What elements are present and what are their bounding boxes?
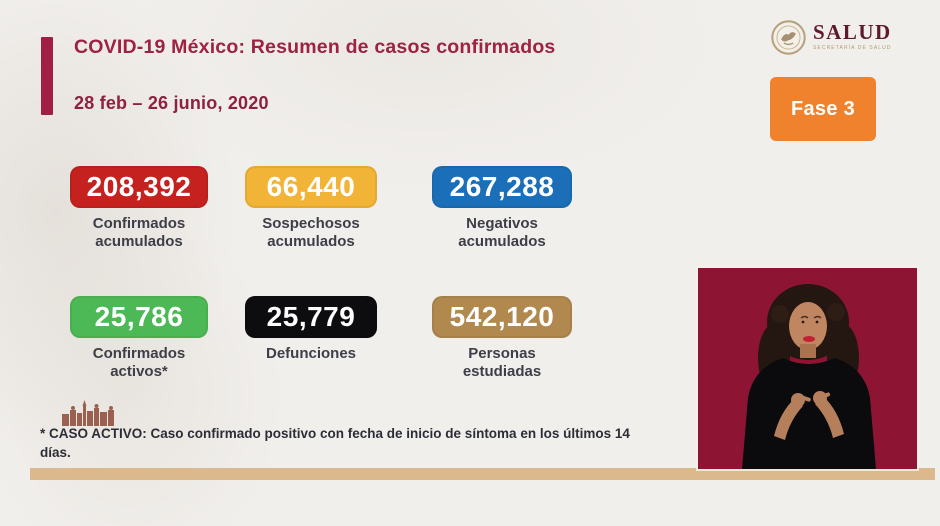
stat-label: Negativos acumulados (458, 215, 546, 251)
logo-subtitle: SECRETARÍA DE SALUD (813, 45, 892, 51)
sign-language-interpreter (698, 268, 917, 469)
stat-value: 25,779 (245, 296, 377, 338)
date-range: 28 feb – 26 junio, 2020 (74, 93, 269, 113)
stat-value: 267,288 (432, 166, 572, 208)
title-accent-bar (41, 37, 53, 115)
stat-label: Confirmados activos* (92, 345, 186, 381)
stat-confirmados-acumulados: 208,392 Confirmados acumulados (70, 166, 208, 252)
bottom-divider-bar (30, 468, 935, 480)
stat-label: Defunciones (265, 345, 356, 362)
cathedral-skyline-icon (60, 398, 118, 426)
phase-badge: Fase 3 (770, 77, 876, 141)
government-seal-icon (770, 19, 807, 56)
footnote: * CASO ACTIVO: Caso confirmado positivo … (40, 426, 630, 460)
stat-value: 208,392 (70, 166, 208, 208)
logo-name: SALUD (813, 20, 892, 44)
salud-logo: SALUD SECRETARÍA DE SALUD (770, 19, 892, 56)
stat-value: 25,786 (70, 296, 208, 338)
stat-value: 66,440 (245, 166, 377, 208)
stat-negativos-acumulados: 267,288 Negativos acumulados (432, 166, 572, 252)
stat-confirmados-activos: 25,786 Confirmados activos* (70, 296, 208, 382)
stat-personas-estudiadas: 542,120 Personas estudiadas (432, 296, 572, 382)
stat-label: Personas estudiadas (462, 345, 542, 381)
stat-value: 542,120 (432, 296, 572, 338)
stat-defunciones: 25,779 Defunciones (245, 296, 377, 363)
stat-label: Confirmados acumulados (92, 215, 186, 251)
stat-label: Sospechosos acumulados (262, 215, 360, 251)
sign-language-interpreter-video (696, 266, 919, 471)
stat-sospechosos-acumulados: 66,440 Sospechosos acumulados (245, 166, 377, 252)
page-title: COVID-19 México: Resumen de casos confir… (74, 36, 556, 58)
